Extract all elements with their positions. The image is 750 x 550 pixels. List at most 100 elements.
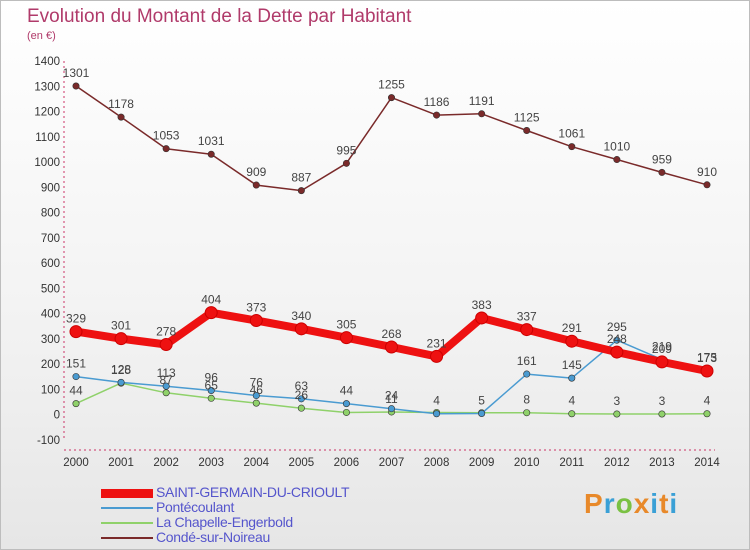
x-tick-label: 2010 xyxy=(514,457,540,469)
data-label-conde-sur-noireau: 1053 xyxy=(153,129,180,143)
data-point-conde-sur-noireau xyxy=(478,110,486,118)
series-layer xyxy=(69,82,714,418)
data-label-la-chapelle-engerbold: 65 xyxy=(205,378,219,392)
x-tick-label: 2012 xyxy=(604,457,630,469)
data-label-saint-germain-du-crioult: 173 xyxy=(697,351,717,365)
data-label-saint-germain-du-crioult: 404 xyxy=(201,293,221,307)
data-point-pontecoulant xyxy=(478,409,486,417)
data-point-pontecoulant xyxy=(342,400,350,408)
data-label-la-chapelle-engerbold: 8 xyxy=(523,393,530,407)
data-point-conde-sur-noireau xyxy=(523,126,531,134)
legend-label: Condé-sur-Noireau xyxy=(156,529,270,545)
data-point-conde-sur-noireau xyxy=(387,94,395,102)
data-label-la-chapelle-engerbold: 44 xyxy=(69,384,83,398)
data-label-la-chapelle-engerbold: 125 xyxy=(111,363,131,377)
legend-swatch xyxy=(101,489,153,498)
data-label-saint-germain-du-crioult: 291 xyxy=(562,321,582,335)
x-tick-label: 2009 xyxy=(469,457,495,469)
legend-item: Condé-sur-Noireau xyxy=(101,529,461,546)
data-point-la-chapelle-engerbold xyxy=(72,400,80,408)
data-point-conde-sur-noireau xyxy=(342,159,350,167)
data-point-la-chapelle-engerbold xyxy=(342,408,350,416)
data-point-saint-germain-du-crioult xyxy=(430,349,444,363)
y-tick-label: 100 xyxy=(41,384,60,396)
proxiti-logo: Proxiti xyxy=(584,488,679,519)
data-label-conde-sur-noireau: 909 xyxy=(246,165,266,179)
data-point-pontecoulant xyxy=(72,373,80,381)
data-point-saint-germain-du-crioult xyxy=(475,311,489,325)
y-tick-label: 1000 xyxy=(34,157,60,169)
data-point-pontecoulant xyxy=(162,382,170,390)
data-point-la-chapelle-engerbold xyxy=(162,389,170,397)
data-point-pontecoulant xyxy=(207,386,215,394)
data-point-saint-germain-du-crioult xyxy=(114,332,128,346)
legend-swatch xyxy=(101,507,153,509)
data-label-saint-germain-du-crioult: 305 xyxy=(336,318,356,332)
data-label-conde-sur-noireau: 1301 xyxy=(63,66,90,80)
data-point-pontecoulant xyxy=(387,405,395,413)
legend-swatch xyxy=(101,522,153,524)
data-label-conde-sur-noireau: 1125 xyxy=(514,110,540,124)
data-point-la-chapelle-engerbold xyxy=(252,399,260,407)
data-label-conde-sur-noireau: 959 xyxy=(652,152,672,166)
data-label-conde-sur-noireau: 910 xyxy=(697,165,717,179)
x-tick-label: 2013 xyxy=(649,457,675,469)
data-label-pontecoulant: 4 xyxy=(433,394,440,408)
data-label-saint-germain-du-crioult: 340 xyxy=(291,309,311,323)
y-tick-label: 1300 xyxy=(34,81,60,93)
data-label-pontecoulant: 24 xyxy=(385,389,399,403)
data-label-conde-sur-noireau: 1255 xyxy=(378,78,405,92)
data-point-pontecoulant xyxy=(433,410,441,418)
data-point-saint-germain-du-crioult xyxy=(655,355,669,369)
data-point-pontecoulant xyxy=(297,395,305,403)
data-label-pontecoulant: 175 xyxy=(697,351,717,365)
y-tick-label: 400 xyxy=(41,309,60,321)
data-label-la-chapelle-engerbold: 87 xyxy=(159,373,173,387)
data-point-la-chapelle-engerbold xyxy=(297,404,305,412)
data-point-pontecoulant xyxy=(523,370,531,378)
data-point-pontecoulant xyxy=(613,336,621,344)
y-tick-label: 300 xyxy=(41,334,60,346)
data-point-conde-sur-noireau xyxy=(703,181,711,189)
data-label-pontecoulant: 161 xyxy=(517,354,537,368)
data-point-saint-germain-du-crioult xyxy=(204,306,218,320)
y-tick-label: 1200 xyxy=(34,107,60,119)
x-tick-label: 2007 xyxy=(379,457,405,469)
data-label-pontecoulant: 63 xyxy=(295,379,309,393)
x-tick-label: 2014 xyxy=(694,457,720,469)
data-label-saint-germain-du-crioult: 278 xyxy=(156,324,176,338)
y-tick-label: -100 xyxy=(37,435,60,447)
data-label-conde-sur-noireau: 1186 xyxy=(424,95,450,109)
data-point-conde-sur-noireau xyxy=(297,187,305,195)
data-label-la-chapelle-engerbold: 46 xyxy=(250,383,264,397)
data-label-pontecoulant: 5 xyxy=(478,393,485,407)
y-tick-label: 1400 xyxy=(34,56,60,68)
y-tick-label: 900 xyxy=(41,182,60,194)
y-tick-label: 0 xyxy=(54,410,60,422)
data-label-saint-germain-du-crioult: 383 xyxy=(472,298,492,312)
x-tick-label: 2005 xyxy=(289,457,315,469)
data-point-saint-germain-du-crioult xyxy=(520,323,534,337)
data-point-la-chapelle-engerbold xyxy=(568,410,576,418)
data-label-conde-sur-noireau: 1010 xyxy=(604,140,631,154)
y-tick-label: 700 xyxy=(41,233,60,245)
data-point-conde-sur-noireau xyxy=(207,150,215,158)
data-point-saint-germain-du-crioult xyxy=(610,345,624,359)
data-label-la-chapelle-engerbold: 11 xyxy=(385,392,398,406)
data-label-la-chapelle-engerbold: 3 xyxy=(614,394,621,408)
data-point-saint-germain-du-crioult xyxy=(294,322,308,336)
data-point-conde-sur-noireau xyxy=(72,82,80,90)
data-point-conde-sur-noireau xyxy=(613,156,621,164)
data-label-pontecoulant: 44 xyxy=(340,384,354,398)
data-point-la-chapelle-engerbold xyxy=(523,409,531,417)
x-tick-label: 2001 xyxy=(108,457,134,469)
data-point-saint-germain-du-crioult xyxy=(69,325,83,339)
data-point-saint-germain-du-crioult xyxy=(385,340,398,354)
data-label-pontecoulant: 113 xyxy=(157,366,176,380)
data-label-conde-sur-noireau: 1061 xyxy=(558,127,585,141)
legend-label: Pontécoulant xyxy=(156,499,235,515)
data-label-conde-sur-noireau: 995 xyxy=(336,143,356,157)
legend-item: SAINT-GERMAIN-DU-CRIOULT xyxy=(101,484,461,501)
legend-item: Pontécoulant xyxy=(101,499,461,516)
